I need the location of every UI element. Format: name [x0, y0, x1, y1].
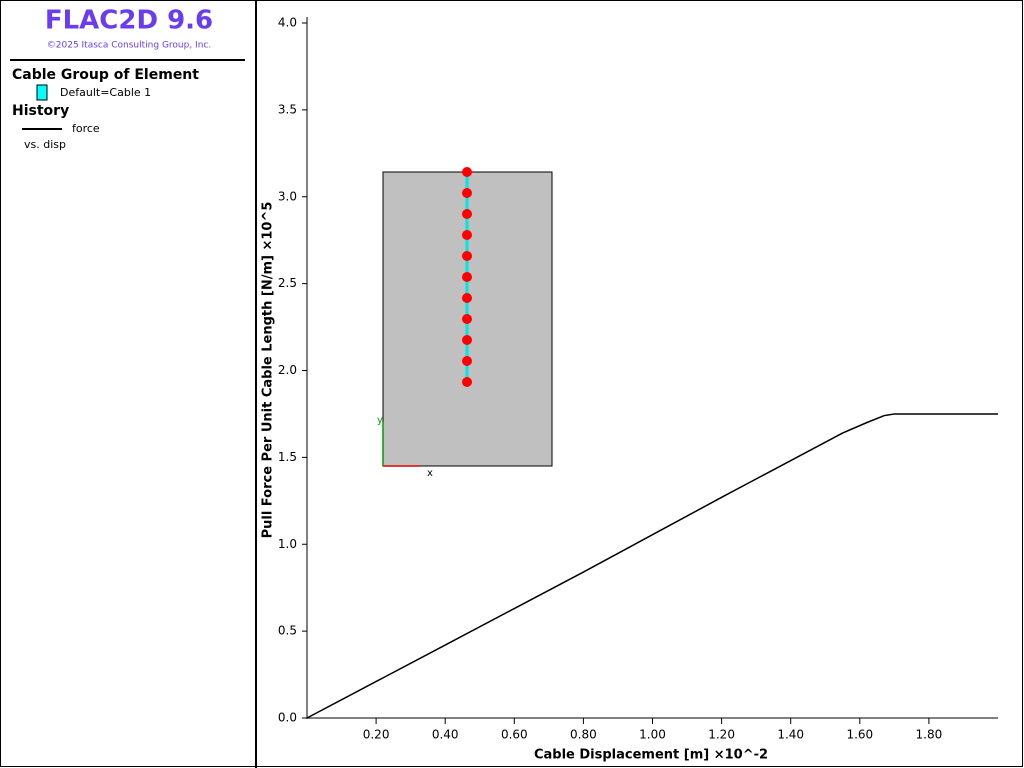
x-tick-label: 1.00 [639, 728, 666, 742]
x-tick-label: 1.20 [708, 728, 735, 742]
group-swatch [36, 84, 48, 101]
model-inset: x y [377, 167, 553, 479]
y-tick-label: 2.5 [278, 276, 297, 290]
legend-versus: vs. disp [24, 138, 66, 151]
copyright: ©2025 Itasca Consulting Group, Inc. [47, 41, 211, 51]
y-tick-label: 2.0 [278, 363, 297, 377]
y-tick-label: 1.5 [278, 450, 297, 464]
y-tick-label: 0.5 [278, 624, 297, 638]
y-tick-label: 1.0 [278, 537, 297, 551]
y-axis-label: Pull Force Per Unit Cable Length [N/m] ×… [261, 202, 276, 539]
x-tick-label: 0.40 [432, 728, 459, 742]
y-tick-label: 4.0 [278, 16, 297, 30]
group-entry: Default=Cable 1 [60, 86, 151, 99]
cable-nodes [462, 167, 472, 387]
inset-y-label: y [377, 415, 383, 426]
legend-label: force [72, 122, 100, 135]
app-title: FLAC2D 9.6 [45, 6, 213, 36]
x-tick-label: 0.60 [501, 728, 528, 742]
y-tick-label: 3.0 [278, 189, 297, 203]
x-axis-label: Cable Displacement [m] ×10^-2 [534, 748, 768, 763]
x-tick-label: 1.60 [846, 728, 873, 742]
x-tick-label: 1.40 [777, 728, 804, 742]
data-line [306, 413, 998, 719]
y-tick-label: 3.5 [278, 102, 297, 116]
history-title: History [12, 103, 69, 119]
group-title: Cable Group of Element [12, 67, 199, 83]
x-tick-label: 0.20 [363, 728, 390, 742]
x-tick-label: 0.80 [570, 728, 597, 742]
y-tick-label: 0.0 [278, 711, 297, 725]
inset-x-label: x [427, 468, 433, 479]
x-tick-label: 1.80 [916, 728, 943, 742]
